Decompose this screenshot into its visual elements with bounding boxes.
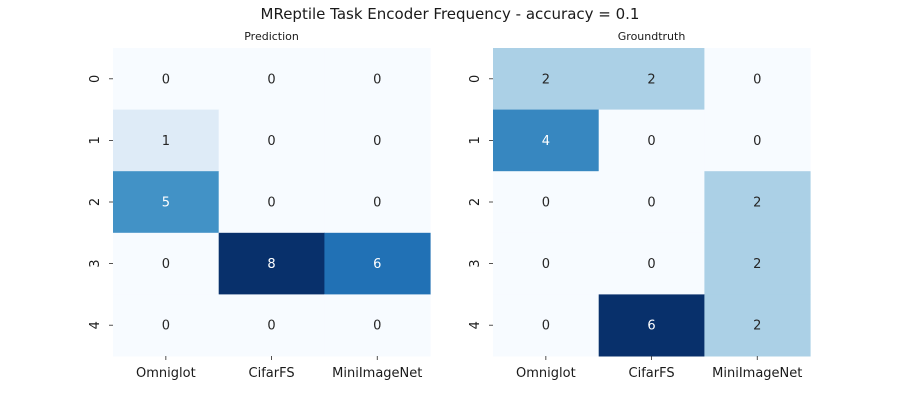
cell-value-label: 0 — [753, 134, 761, 149]
cell-value-label: 8 — [267, 257, 275, 272]
heatmap-cell — [598, 294, 705, 357]
heatmap-cell — [218, 171, 325, 234]
panel-title: Prediction — [244, 30, 299, 43]
cell-value-label: 0 — [542, 319, 550, 334]
x-tick-label: CifarFS — [249, 366, 295, 381]
cell-value-label: 0 — [373, 72, 381, 87]
cell-value-label: 2 — [753, 257, 761, 272]
y-tick-label: 0 — [88, 75, 103, 83]
panel-title: Groundtruth — [618, 30, 686, 43]
cell-value-label: 6 — [373, 257, 381, 272]
cell-value-label: 0 — [162, 319, 170, 334]
cell-value-label: 0 — [162, 257, 170, 272]
cell-value-label: 0 — [267, 134, 275, 149]
cell-value-label: 0 — [267, 319, 275, 334]
heatmap-cell — [113, 294, 220, 357]
cell-value-label: 0 — [267, 196, 275, 211]
cell-value-label: 0 — [753, 72, 761, 87]
heatmap-panel-prediction: Prediction 0 0 0 1 0 0 5 0 0 0 8 6 0 0 0 Omniglot CifarFS… — [88, 30, 431, 381]
x-tick-label: Omniglot — [136, 366, 196, 381]
heatmap-cell — [113, 48, 220, 111]
cell-value-label: 0 — [373, 196, 381, 211]
heatmap-cell — [704, 171, 811, 234]
y-tick-label: 4 — [88, 321, 103, 329]
cell-value-label: 0 — [542, 257, 550, 272]
heatmap-cell — [704, 232, 811, 295]
heatmap-cell — [493, 109, 600, 172]
x-tick-label: MiniImageNet — [332, 366, 422, 381]
cell-value-label: 0 — [373, 134, 381, 149]
cell-value-label: 2 — [647, 72, 655, 87]
y-tick-label: 3 — [88, 259, 103, 267]
figure-title: MReptile Task Encoder Frequency - accura… — [260, 5, 640, 23]
heatmap-cell — [324, 232, 431, 295]
cell-value-label: 0 — [542, 196, 550, 211]
cell-value-label: 2 — [753, 319, 761, 334]
cell-value-label: 0 — [647, 257, 655, 272]
cell-value-label: 0 — [373, 319, 381, 334]
heatmap-cell — [704, 109, 811, 172]
cell-value-label: 0 — [267, 72, 275, 87]
y-tick-label: 4 — [468, 321, 483, 329]
heatmap-cell — [493, 294, 600, 357]
y-tick-label: 1 — [88, 136, 103, 144]
cell-value-label: 2 — [542, 72, 550, 87]
heatmap-cell — [704, 294, 811, 357]
heatmap-cell — [113, 109, 220, 172]
cell-value-label: 6 — [647, 319, 655, 334]
x-tick-label: MiniImageNet — [712, 366, 802, 381]
x-tick-label: CifarFS — [629, 366, 675, 381]
y-tick-label: 1 — [468, 136, 483, 144]
cell-value-label: 0 — [647, 134, 655, 149]
heatmap-panel-groundtruth: Groundtruth 2 2 0 4 0 0 0 0 2 0 0 2 0 6 2 Omniglot CifarF… — [468, 30, 811, 381]
heatmap-cell — [493, 48, 600, 111]
heatmap-cell — [218, 48, 325, 111]
heatmap-cell — [324, 48, 431, 111]
heatmap-cell — [218, 294, 325, 357]
y-tick-label: 2 — [88, 198, 103, 206]
cell-value-label: 2 — [753, 196, 761, 211]
heatmap-cell — [598, 171, 705, 234]
heatmap-cell — [324, 294, 431, 357]
heatmap-cell — [218, 109, 325, 172]
heatmap-cell — [113, 232, 220, 295]
cell-value-label: 5 — [162, 196, 170, 211]
y-tick-label: 0 — [468, 75, 483, 83]
heatmap-cell — [704, 48, 811, 111]
cell-value-label: 0 — [647, 196, 655, 211]
heatmap-cell — [493, 171, 600, 234]
heatmap-cell — [113, 171, 220, 234]
y-tick-label: 2 — [468, 198, 483, 206]
heatmap-cell — [324, 109, 431, 172]
heatmap-cell — [598, 48, 705, 111]
heatmap-cell — [493, 232, 600, 295]
cell-value-label: 4 — [542, 134, 550, 149]
heatmap-cell — [598, 232, 705, 295]
heatmap-cell — [324, 171, 431, 234]
x-tick-label: Omniglot — [516, 366, 576, 381]
y-tick-label: 3 — [468, 259, 483, 267]
cell-value-label: 0 — [162, 72, 170, 87]
heatmap-cell — [598, 109, 705, 172]
heatmap-cell — [218, 232, 325, 295]
cell-value-label: 1 — [162, 134, 170, 149]
